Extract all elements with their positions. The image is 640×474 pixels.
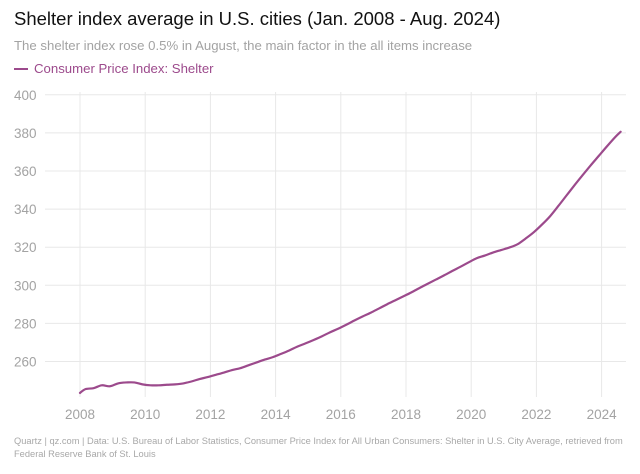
x-tick-label: 2014: [261, 407, 292, 422]
chart-source-note: Quartz | qz.com | Data: U.S. Bureau of L…: [14, 436, 623, 459]
x-tick-label: 2012: [195, 407, 225, 422]
x-tick-label: 2022: [521, 407, 551, 422]
y-tick-label: 400: [14, 88, 37, 103]
chart-subtitle: The shelter index rose 0.5% in August, t…: [14, 38, 473, 53]
x-tick-label: 2020: [456, 407, 486, 422]
legend-swatch: [14, 67, 28, 70]
y-tick-label: 300: [14, 278, 37, 293]
y-tick-label: 360: [14, 164, 37, 179]
x-tick-label: 2024: [587, 407, 618, 422]
y-tick-label: 340: [14, 202, 37, 217]
y-tick-label: 260: [14, 355, 37, 370]
x-tick-label: 2018: [391, 407, 421, 422]
y-tick-label: 320: [14, 240, 37, 255]
y-tick-label: 280: [14, 316, 37, 331]
y-tick-label: 380: [14, 126, 37, 141]
series-line-shelter: [78, 130, 622, 395]
legend-label: Consumer Price Index: Shelter: [34, 61, 214, 76]
chart-title: Shelter index average in U.S. cities (Ja…: [14, 8, 501, 29]
x-tick-label: 2010: [130, 407, 160, 422]
x-tick-label: 2008: [65, 407, 95, 422]
x-tick-label: 2016: [326, 407, 356, 422]
chart-legend: Consumer Price Index: Shelter: [14, 61, 214, 76]
